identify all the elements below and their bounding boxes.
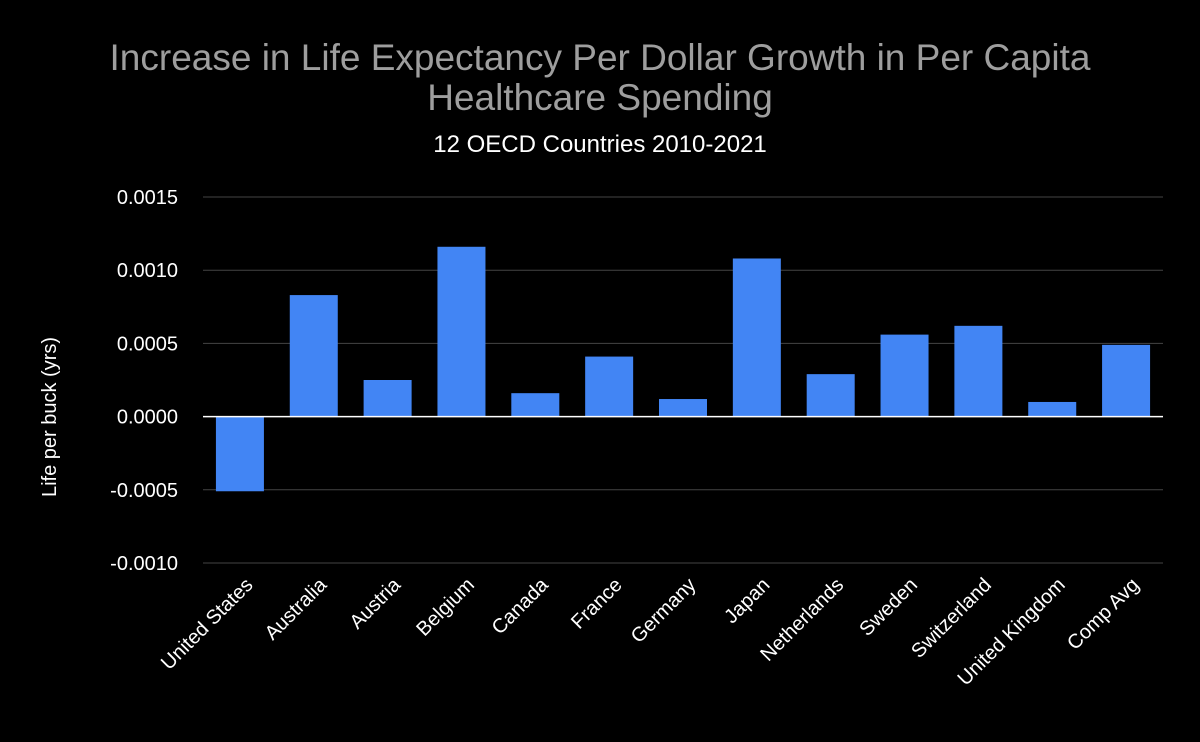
y-tick-label: -0.0010 bbox=[110, 553, 178, 575]
y-tick-label: 0.0000 bbox=[117, 407, 178, 429]
y-axis-label: Life per buck (yrs) bbox=[39, 337, 61, 497]
x-axis-ticks: United States Australia Austria Belgium Cana… bbox=[157, 573, 1144, 690]
y-tick-label: 0.0005 bbox=[117, 333, 178, 355]
bar-japan bbox=[732, 258, 781, 417]
x-tick-label: Germany bbox=[627, 574, 701, 648]
bar-comp-avg bbox=[1102, 344, 1151, 417]
bar-united-kingdom bbox=[1028, 401, 1077, 417]
y-axis-ticks: 0.0015 0.0010 0.0005 0.0000 -0.0005 -0.0010 bbox=[110, 187, 178, 575]
bar-switzerland bbox=[954, 325, 1003, 417]
x-tick-label: Comp Avg bbox=[1063, 574, 1144, 655]
chart-title-line-1: Increase in Life Expectancy Per Dollar G… bbox=[109, 37, 1091, 78]
bar-germany bbox=[659, 399, 707, 417]
bar-sweden bbox=[880, 334, 929, 417]
bar-australia bbox=[289, 295, 338, 417]
grid-lines bbox=[203, 196, 1163, 564]
bars bbox=[215, 246, 1151, 492]
x-tick-label: Belgium bbox=[412, 574, 479, 641]
bar-netherlands bbox=[806, 374, 855, 417]
y-tick-label: 0.0010 bbox=[117, 260, 178, 282]
y-tick-label: -0.0005 bbox=[110, 480, 178, 502]
chart-title-line-2: Healthcare Spending bbox=[427, 77, 773, 118]
x-tick-label: Japan bbox=[720, 574, 774, 628]
bar-united-states bbox=[215, 416, 264, 492]
bar-canada bbox=[511, 393, 560, 417]
chart-subtitle: 12 OECD Countries 2010-2021 bbox=[433, 131, 767, 158]
x-tick-label: Austria bbox=[346, 573, 406, 633]
bar-france bbox=[585, 356, 634, 417]
x-tick-label: Australia bbox=[261, 573, 332, 644]
x-tick-label: United States bbox=[157, 574, 257, 674]
x-tick-label: Sweden bbox=[855, 574, 922, 641]
x-tick-label: France bbox=[567, 574, 627, 634]
y-tick-label: 0.0015 bbox=[117, 187, 178, 209]
bar-belgium bbox=[437, 246, 486, 417]
bar-austria bbox=[363, 380, 412, 417]
x-tick-label: Canada bbox=[488, 573, 554, 639]
